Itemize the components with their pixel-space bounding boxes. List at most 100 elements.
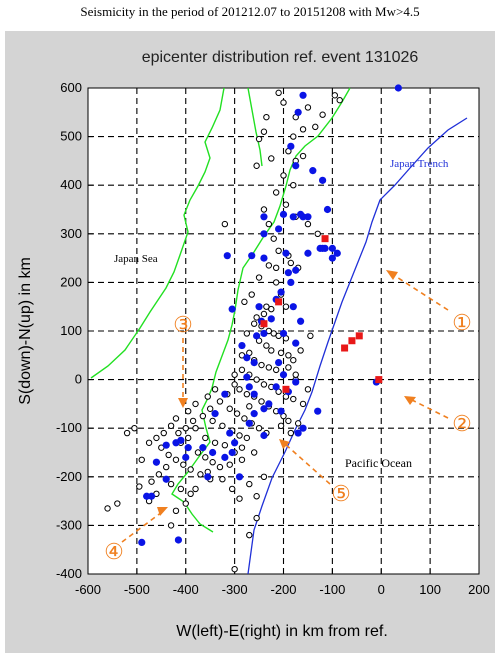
open-circle-point: [219, 476, 226, 483]
open-circle-point: [255, 135, 263, 143]
blue-dot-point: [279, 210, 288, 218]
blue-dot-point: [221, 453, 229, 461]
open-circle-point: [206, 405, 214, 412]
open-circle-point: [192, 485, 199, 493]
open-circle-point: [299, 400, 307, 408]
open-circle-point: [238, 444, 246, 451]
blue-dot-series: [138, 84, 402, 547]
open-circle-point: [155, 471, 163, 478]
open-circle-point: [255, 425, 263, 432]
blue-dot-point: [243, 373, 251, 381]
open-circle-point: [272, 264, 280, 272]
open-circle-point: [145, 439, 153, 446]
y-tick-label: 500: [60, 129, 82, 144]
arrowhead-2: [404, 396, 416, 405]
blue-dot-point: [333, 249, 341, 257]
open-circle-point: [182, 425, 189, 432]
x-tick-label: -600: [75, 582, 101, 597]
open-circle-point: [233, 410, 241, 417]
red-square-point: [275, 298, 283, 306]
open-circle-point: [226, 461, 233, 468]
red-square-point: [355, 332, 363, 340]
open-circle-point: [314, 230, 321, 238]
blue-dot-point: [172, 439, 180, 447]
blue-dot-point: [289, 213, 297, 221]
x-tick-label: -400: [173, 582, 199, 597]
open-circle-point: [280, 172, 287, 179]
open-circle-point: [246, 531, 253, 539]
open-circle-point: [194, 449, 202, 456]
arrowhead-1: [386, 270, 398, 280]
annotation-arrows: [121, 273, 449, 543]
blue-dot-point: [309, 167, 317, 175]
blue-dot-point: [250, 390, 258, 398]
open-circle-point: [163, 463, 170, 471]
open-circle-point: [331, 92, 339, 99]
blue-dot-point: [279, 371, 288, 379]
arrowhead-3: [178, 398, 188, 408]
blue-dot-point: [260, 405, 268, 413]
blue-dot-point: [211, 410, 219, 418]
open-circle-point: [287, 259, 295, 267]
blue-dot-point: [319, 176, 327, 184]
open-circle-point: [231, 565, 238, 573]
open-circle-point: [250, 320, 258, 327]
open-circle-point: [202, 434, 209, 442]
open-circle-point: [153, 434, 160, 442]
x-tick-label: -300: [222, 582, 248, 597]
marker-5: ⑤: [331, 481, 351, 506]
open-circle-point: [272, 279, 280, 286]
y-tick-label: -100: [56, 420, 82, 435]
open-circle-point: [165, 451, 172, 459]
y-tick-label: -200: [56, 469, 82, 484]
open-circle-point: [160, 429, 167, 437]
red-square-point: [260, 320, 268, 328]
open-circle-point: [285, 417, 292, 425]
open-circle-point: [192, 400, 199, 408]
y-axis-label: S(down)-N(up) in km: [17, 257, 34, 405]
arrowhead-5: [279, 439, 290, 449]
x-axis-label: W(left)-E(right) in km from ref.: [176, 623, 388, 640]
blue-dot-point: [304, 213, 312, 221]
red-square-point: [348, 337, 356, 345]
open-circle-point: [304, 104, 312, 111]
open-circle-point: [175, 429, 182, 437]
y-tick-label: 400: [60, 177, 82, 192]
open-circle-point: [280, 99, 287, 106]
marker-4: ④: [104, 539, 124, 564]
open-circle-point: [304, 386, 312, 393]
label-japan-trench: Japan Trench: [390, 158, 449, 170]
open-circle-point: [138, 456, 145, 463]
open-circle-point: [238, 456, 246, 463]
open-circle-point: [290, 395, 297, 403]
open-circle-point: [290, 133, 297, 140]
open-circle-point: [243, 330, 251, 337]
blue-dot-point: [297, 210, 305, 218]
open-circle-point: [167, 422, 175, 429]
open-circle-point: [243, 390, 251, 398]
arrow-heads: [157, 270, 416, 516]
open-circle-point: [268, 155, 275, 162]
open-circle-point: [123, 429, 131, 437]
open-circle-point: [258, 398, 265, 405]
blue-dot-point: [279, 329, 288, 338]
blue-dot-point: [260, 213, 268, 221]
open-circle-point: [270, 235, 277, 242]
open-circle-point: [275, 247, 282, 255]
open-circle-point: [180, 461, 187, 468]
open-circle-point: [263, 303, 270, 310]
open-circle-point: [282, 303, 290, 310]
red-square-point: [375, 376, 383, 384]
open-circle-point: [231, 371, 238, 378]
blue-dot-point: [299, 91, 307, 99]
open-circle-point: [209, 459, 216, 466]
open-circle-point: [172, 415, 180, 422]
chart-title: epicenter distribution ref. event 131026: [142, 49, 419, 66]
blue-dot-point: [228, 305, 236, 313]
coast-north-inner: [247, 87, 263, 167]
blue-dot-point: [297, 317, 305, 325]
open-circle-point: [202, 454, 209, 461]
marker-2: ②: [452, 411, 472, 436]
open-circle-point: [226, 405, 233, 412]
y-tick-label: 0: [75, 372, 82, 387]
